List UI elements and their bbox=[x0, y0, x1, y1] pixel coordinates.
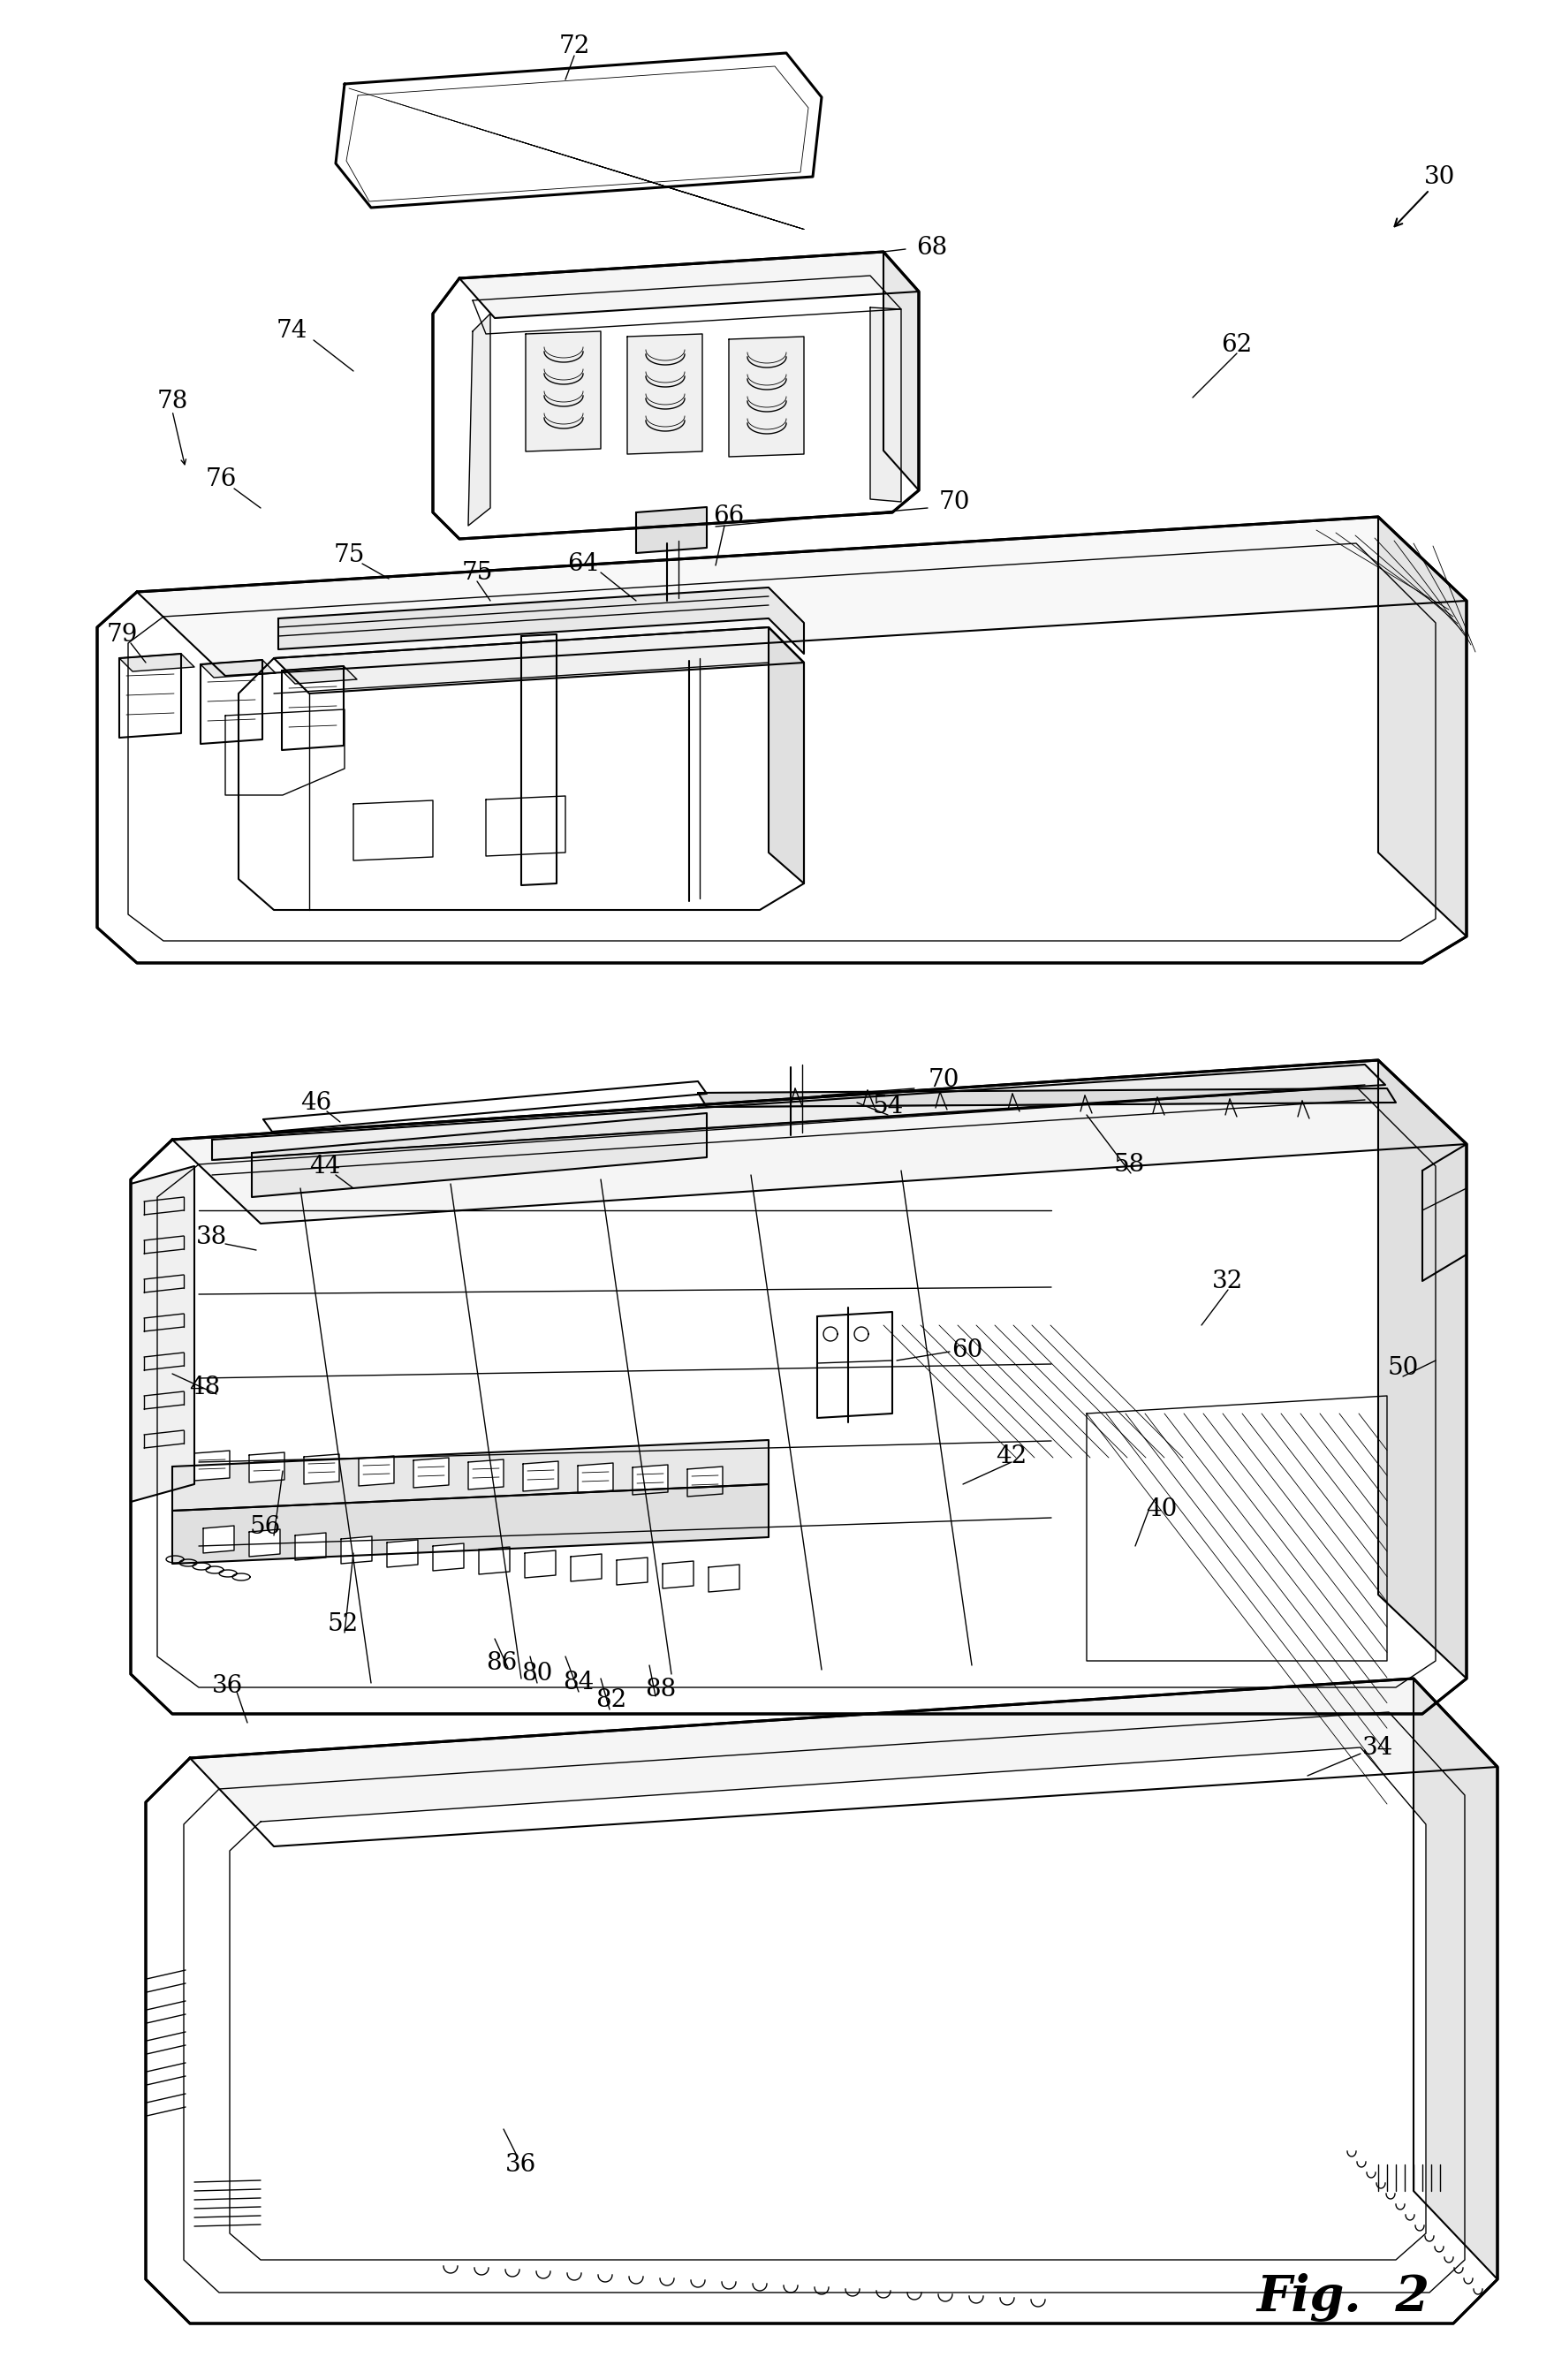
Polygon shape bbox=[479, 1547, 510, 1573]
Polygon shape bbox=[281, 666, 343, 750]
Polygon shape bbox=[1422, 1145, 1467, 1280]
Text: 79: 79 bbox=[106, 624, 138, 647]
Text: 50: 50 bbox=[1388, 1357, 1419, 1380]
Polygon shape bbox=[636, 507, 707, 552]
Polygon shape bbox=[884, 252, 918, 490]
Polygon shape bbox=[486, 795, 566, 857]
Polygon shape bbox=[460, 252, 918, 319]
Polygon shape bbox=[687, 1466, 723, 1497]
Polygon shape bbox=[211, 1064, 1385, 1159]
Text: 34: 34 bbox=[1363, 1735, 1394, 1759]
Text: 70: 70 bbox=[928, 1069, 959, 1092]
Text: 32: 32 bbox=[1212, 1269, 1243, 1292]
Text: 56: 56 bbox=[250, 1514, 281, 1537]
Polygon shape bbox=[468, 314, 491, 526]
Text: 54: 54 bbox=[872, 1095, 903, 1119]
Text: 48: 48 bbox=[190, 1376, 221, 1399]
Polygon shape bbox=[434, 252, 918, 538]
Polygon shape bbox=[698, 1088, 1395, 1107]
Polygon shape bbox=[120, 654, 194, 671]
Text: 72: 72 bbox=[558, 36, 591, 60]
Polygon shape bbox=[137, 516, 1467, 676]
Polygon shape bbox=[190, 1678, 1498, 1847]
Polygon shape bbox=[172, 1485, 769, 1564]
Text: 84: 84 bbox=[563, 1671, 594, 1695]
Text: 68: 68 bbox=[917, 236, 948, 259]
Text: 30: 30 bbox=[1425, 164, 1456, 188]
Polygon shape bbox=[146, 1678, 1498, 2323]
Polygon shape bbox=[281, 666, 357, 683]
Polygon shape bbox=[305, 1454, 339, 1485]
Text: 76: 76 bbox=[205, 469, 236, 493]
Text: 88: 88 bbox=[645, 1678, 676, 1702]
Polygon shape bbox=[249, 1452, 284, 1483]
Polygon shape bbox=[632, 1464, 668, 1495]
Text: 60: 60 bbox=[951, 1338, 984, 1361]
Text: 62: 62 bbox=[1221, 333, 1253, 357]
Text: 70: 70 bbox=[939, 490, 970, 514]
Polygon shape bbox=[238, 628, 803, 909]
Polygon shape bbox=[200, 659, 275, 678]
Polygon shape bbox=[359, 1457, 395, 1485]
Text: 36: 36 bbox=[213, 1673, 244, 1697]
Polygon shape bbox=[570, 1554, 601, 1580]
Text: 64: 64 bbox=[567, 552, 598, 576]
Polygon shape bbox=[172, 1059, 1467, 1223]
Text: 82: 82 bbox=[595, 1690, 626, 1714]
Polygon shape bbox=[628, 333, 702, 455]
Polygon shape bbox=[98, 516, 1467, 964]
Polygon shape bbox=[578, 1464, 614, 1492]
Polygon shape bbox=[468, 1459, 503, 1490]
Polygon shape bbox=[617, 1557, 648, 1585]
Text: 80: 80 bbox=[522, 1661, 553, 1685]
Polygon shape bbox=[278, 588, 803, 655]
Text: 78: 78 bbox=[157, 390, 188, 414]
Polygon shape bbox=[662, 1561, 693, 1587]
Text: Fig.  2: Fig. 2 bbox=[1256, 2273, 1430, 2320]
Polygon shape bbox=[413, 1457, 449, 1488]
Text: 44: 44 bbox=[309, 1154, 340, 1178]
Polygon shape bbox=[200, 659, 263, 745]
Polygon shape bbox=[1414, 1678, 1498, 2280]
Text: 75: 75 bbox=[462, 562, 493, 585]
Polygon shape bbox=[204, 1526, 235, 1554]
Text: 42: 42 bbox=[996, 1445, 1027, 1468]
Polygon shape bbox=[225, 709, 345, 795]
Polygon shape bbox=[131, 1059, 1467, 1714]
Text: 46: 46 bbox=[301, 1090, 333, 1114]
Polygon shape bbox=[295, 1533, 326, 1561]
Polygon shape bbox=[274, 628, 803, 693]
Polygon shape bbox=[340, 1537, 371, 1564]
Polygon shape bbox=[131, 1166, 194, 1502]
Text: 66: 66 bbox=[713, 505, 744, 528]
Text: 40: 40 bbox=[1147, 1497, 1178, 1521]
Text: 36: 36 bbox=[505, 2152, 536, 2175]
Polygon shape bbox=[252, 1114, 707, 1197]
Text: 58: 58 bbox=[1114, 1152, 1145, 1176]
Polygon shape bbox=[172, 1440, 769, 1511]
Polygon shape bbox=[194, 1452, 230, 1480]
Polygon shape bbox=[524, 1461, 558, 1492]
Polygon shape bbox=[230, 1747, 1427, 2261]
Polygon shape bbox=[120, 654, 182, 738]
Text: 52: 52 bbox=[328, 1611, 359, 1635]
Text: 75: 75 bbox=[334, 543, 365, 566]
Polygon shape bbox=[769, 628, 803, 883]
Text: 38: 38 bbox=[196, 1226, 227, 1250]
Polygon shape bbox=[249, 1530, 280, 1557]
Polygon shape bbox=[525, 331, 601, 452]
Polygon shape bbox=[525, 1549, 556, 1578]
Polygon shape bbox=[870, 307, 901, 502]
Polygon shape bbox=[1378, 1059, 1467, 1678]
Polygon shape bbox=[336, 52, 822, 207]
Polygon shape bbox=[387, 1540, 418, 1568]
Polygon shape bbox=[434, 1542, 463, 1571]
Polygon shape bbox=[353, 800, 434, 862]
Text: 74: 74 bbox=[277, 319, 308, 343]
Polygon shape bbox=[1378, 516, 1467, 935]
Polygon shape bbox=[817, 1311, 892, 1418]
Text: 86: 86 bbox=[486, 1652, 517, 1676]
Polygon shape bbox=[729, 336, 803, 457]
Polygon shape bbox=[709, 1564, 740, 1592]
